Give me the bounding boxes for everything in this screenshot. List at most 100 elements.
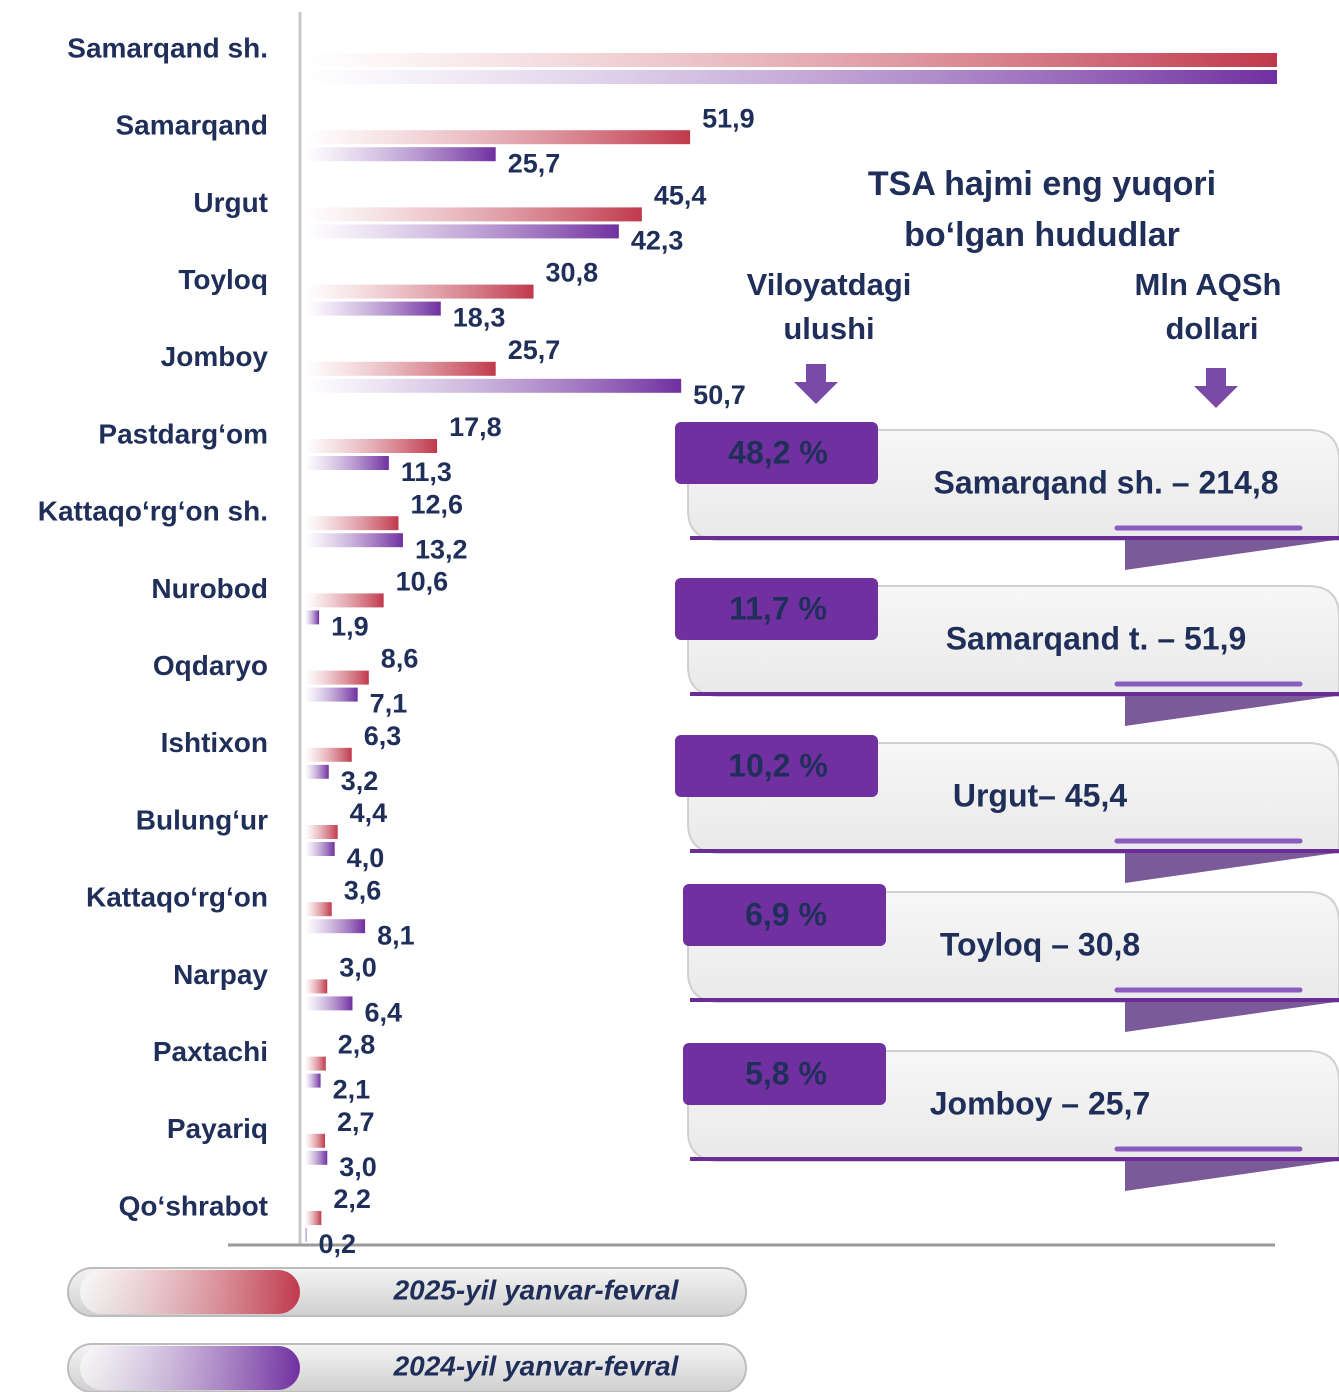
bar — [305, 516, 399, 531]
share-badge — [675, 735, 878, 797]
bar — [305, 130, 691, 145]
data-label: 18,3 — [453, 303, 506, 333]
panel-title: TSA hajmi eng yuqori — [868, 165, 1216, 203]
bar — [305, 1228, 307, 1242]
data-label: 42,3 — [631, 226, 684, 256]
column-label: Viloyatdagi — [747, 267, 912, 302]
bar — [305, 902, 332, 917]
share-badge — [675, 578, 878, 640]
data-label: 25,7 — [508, 335, 561, 365]
card-fold — [1125, 696, 1335, 726]
bar — [305, 670, 369, 685]
share-label: 11,7 % — [729, 590, 827, 626]
bar — [305, 593, 384, 608]
bar — [305, 610, 320, 625]
data-label: 25,7 — [508, 148, 561, 178]
data-label: 0,2 — [318, 1229, 356, 1259]
card-fold — [1125, 1002, 1335, 1032]
card-label: Jomboy – 25,7 — [930, 1085, 1151, 1121]
column-label: Mln AQSh — [1135, 267, 1282, 302]
share-badge — [683, 1043, 886, 1105]
category-label: Kattaqo‘rg‘on — [86, 882, 268, 913]
category-label: Paxtachi — [153, 1036, 268, 1067]
bar — [305, 842, 335, 856]
data-label: 2,8 — [338, 1030, 376, 1060]
data-label: 45,4 — [654, 181, 707, 211]
category-label: Urgut — [193, 187, 268, 218]
arrow-icon — [794, 364, 838, 404]
data-label: 12,6 — [410, 489, 463, 519]
data-label: 3,0 — [339, 1152, 377, 1182]
category-label: Payariq — [167, 1113, 268, 1144]
share-label: 6,9 % — [745, 896, 827, 932]
share-label: 10,2 % — [728, 747, 828, 783]
card-fold — [1125, 1161, 1335, 1191]
category-label: Toyloq — [178, 264, 268, 295]
bar — [305, 53, 1277, 67]
data-label: 4,0 — [347, 843, 385, 873]
data-label: 6,4 — [364, 998, 402, 1028]
data-label: 7,1 — [370, 689, 408, 719]
bar — [305, 919, 366, 934]
legend-label: 2024-yil yanvar-fevral — [393, 1350, 680, 1381]
legend-label: 2025-yil yanvar-fevral — [393, 1274, 680, 1305]
category-label: Jomboy — [161, 341, 269, 372]
bar — [305, 1073, 321, 1088]
data-label: 2,1 — [333, 1075, 371, 1105]
share-badge — [683, 884, 886, 946]
bar — [305, 207, 642, 222]
category-label: Kattaqo‘rg‘on sh. — [38, 496, 268, 527]
data-label: 17,8 — [449, 412, 502, 442]
data-label: 3,0 — [339, 953, 377, 983]
data-label: 6,3 — [364, 721, 402, 751]
category-label: Samarqand sh. — [67, 32, 268, 63]
data-label: 4,4 — [350, 798, 388, 828]
card-fold — [1125, 853, 1335, 883]
card-label: Samarqand t. – 51,9 — [946, 620, 1247, 656]
bar — [305, 1150, 328, 1165]
data-label: 1,9 — [331, 612, 369, 642]
bar — [305, 378, 682, 393]
legend-swatch — [80, 1270, 300, 1314]
data-label: 30,8 — [546, 258, 599, 288]
bar — [305, 361, 496, 376]
data-label: 13,2 — [415, 534, 468, 564]
bar — [305, 979, 328, 994]
data-label: 10,6 — [396, 567, 449, 597]
card-label: Urgut– 45,4 — [953, 777, 1127, 813]
data-label: 50,7 — [693, 380, 746, 410]
bar — [305, 825, 338, 839]
card-label: Toyloq – 30,8 — [940, 926, 1140, 962]
data-label: 51,9 — [702, 103, 755, 133]
data-label: 11,3 — [401, 457, 452, 487]
panel-title: bo‘lgan hududlar — [904, 216, 1180, 254]
data-label: 3,2 — [341, 766, 379, 796]
share-badge — [675, 422, 878, 484]
category-label: Ishtixon — [161, 727, 268, 758]
bar — [305, 1056, 326, 1071]
card-label: Samarqand sh. – 214,8 — [933, 464, 1278, 500]
arrow-icon — [1194, 368, 1238, 408]
bar — [305, 70, 1277, 84]
card-fold — [1125, 540, 1335, 570]
column-label: dollari — [1165, 311, 1258, 346]
bar — [305, 996, 353, 1011]
category-label: Oqdaryo — [153, 650, 268, 681]
column-label: ulushi — [783, 311, 874, 346]
bar — [305, 764, 329, 779]
category-label: Samarqand — [116, 110, 269, 141]
data-label: 2,7 — [337, 1107, 375, 1137]
bar — [305, 147, 496, 162]
category-label: Nurobod — [151, 573, 268, 604]
data-label: 2,2 — [333, 1184, 371, 1214]
bar — [305, 1211, 322, 1225]
category-label: Narpay — [173, 959, 268, 990]
data-label: 3,6 — [344, 875, 382, 905]
bar — [305, 533, 403, 548]
bar — [305, 456, 389, 470]
category-label: Pastdarg‘om — [98, 418, 268, 449]
share-label: 5,8 % — [745, 1055, 827, 1091]
data-label: 8,1 — [377, 920, 415, 950]
bar — [305, 284, 534, 299]
